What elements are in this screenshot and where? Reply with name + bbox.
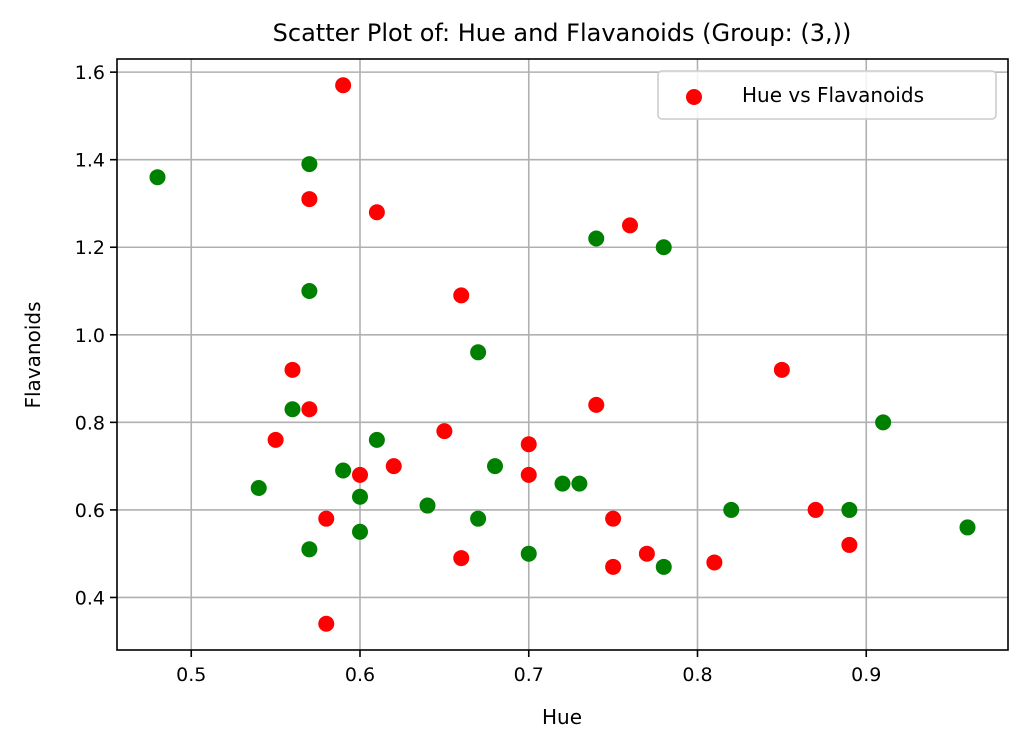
x-tick-label: 0.7 (514, 664, 544, 686)
legend-box (657, 70, 997, 120)
y-axis-label: Flavanoids (21, 302, 45, 409)
data-point-green (841, 501, 858, 518)
axis-ticks: 0.5 0.6 0.7 0.8 0.9 0.4 0.6 0.8 1.0 1.2 1.4 1.6 (75, 62, 882, 686)
data-point-green (335, 462, 352, 479)
data-point-red (453, 287, 470, 304)
data-point-green (301, 283, 318, 300)
data-point-green (284, 401, 301, 418)
data-point-green (149, 169, 166, 186)
legend: Hue vs Flavanoids (657, 70, 997, 120)
data-point-red (520, 466, 537, 483)
data-point-green (250, 480, 267, 497)
data-point-green (470, 344, 487, 361)
y-tick-label: 0.8 (75, 412, 105, 434)
data-point-green (301, 541, 318, 558)
data-point-red (385, 458, 402, 475)
data-point-green (655, 558, 672, 575)
data-point-green (655, 239, 672, 256)
y-tick-label: 1.0 (75, 325, 105, 347)
data-point-green (470, 510, 487, 527)
y-tick-label: 0.4 (75, 587, 105, 609)
data-point-red (520, 436, 537, 453)
x-tick-label: 0.8 (682, 664, 712, 686)
data-point-red (622, 217, 638, 234)
data-point-red (301, 401, 318, 418)
data-point-green (368, 431, 385, 448)
data-point-green (875, 414, 892, 431)
data-point-red (841, 536, 858, 553)
data-point-green (571, 475, 588, 492)
x-tick-label: 0.5 (176, 664, 206, 686)
data-point-green (487, 458, 503, 475)
data-point-red (436, 423, 453, 440)
x-tick-label: 0.6 (345, 664, 375, 686)
plot-frame (116, 58, 1009, 651)
data-point-green (301, 156, 318, 173)
legend-label: Hue vs Flavanoids (742, 83, 924, 107)
data-point-red (605, 510, 622, 527)
y-tick-label: 1.2 (75, 237, 105, 259)
data-point-green (520, 545, 537, 562)
data-point-green (419, 497, 436, 514)
data-point-red (352, 466, 368, 483)
data-point-green (554, 475, 571, 492)
data-point-red (335, 77, 352, 94)
data-point-red (368, 204, 385, 221)
data-point-red (638, 545, 655, 562)
data-point-red (318, 615, 335, 632)
legend-marker (686, 89, 702, 105)
data-point-green (723, 501, 740, 518)
data-point-red (267, 431, 284, 448)
y-tick-label: 0.6 (75, 500, 105, 522)
data-point-green (588, 230, 605, 247)
data-point-green (352, 488, 368, 505)
data-point-green (959, 519, 976, 536)
x-axis-label: Hue (542, 705, 582, 729)
y-tick-label: 1.4 (75, 150, 105, 172)
data-point-red (453, 550, 470, 567)
data-point-red (773, 361, 790, 378)
data-points (149, 77, 976, 632)
data-point-red (605, 558, 622, 575)
data-point-red (318, 510, 335, 527)
data-point-red (706, 554, 723, 571)
grid-lines (117, 59, 1008, 650)
y-tick-label: 1.6 (75, 62, 105, 84)
data-point-red (807, 501, 824, 518)
data-point-red (301, 191, 318, 208)
chart-title: Scatter Plot of: Hue and Flavanoids (Gro… (273, 19, 852, 47)
data-point-red (284, 361, 301, 378)
data-point-green (352, 523, 368, 540)
data-point-red (588, 396, 605, 413)
x-tick-label: 0.9 (851, 664, 881, 686)
